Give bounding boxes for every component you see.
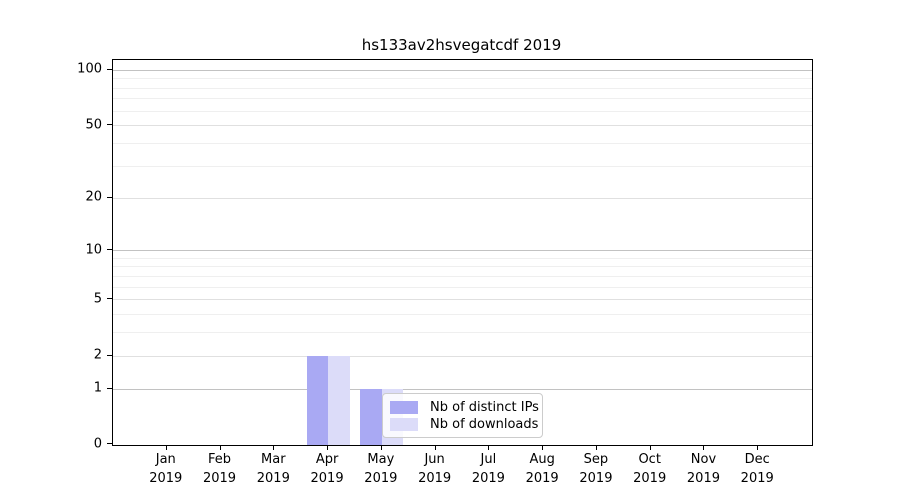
x-tick-jan (165, 445, 167, 450)
legend-item: Nb of distinct IPs (390, 399, 539, 416)
minor-gridline-80 (113, 87, 812, 89)
y-tick-label-0: 0 (93, 436, 102, 451)
bar-nb-of-distinct-ips-apr (306, 355, 329, 445)
x-tick-label-jun: Jun 2019 (405, 450, 465, 488)
mid-gridline-5 (113, 299, 812, 301)
legend-item-label: Nb of distinct IPs (430, 400, 539, 415)
minor-gridline-7 (113, 275, 812, 277)
bar-nb-of-distinct-ips-may (360, 388, 382, 445)
x-tick-label-jul: Jul 2019 (458, 450, 518, 488)
mid-gridline-50 (113, 125, 812, 127)
y-tick-label-10: 10 (85, 242, 102, 258)
x-tick-label-jan: Jan 2019 (136, 450, 196, 488)
y-tick-label-1: 1 (93, 380, 102, 396)
y-tick-label-20: 20 (85, 189, 102, 205)
minor-gridline-70 (113, 98, 812, 100)
y-tick-label-100: 100 (77, 61, 102, 77)
month-label: Oct (638, 452, 661, 467)
x-tick-aug (542, 445, 544, 450)
x-tick-mar (273, 445, 275, 450)
x-tick-sep (595, 445, 597, 450)
x-tick-nov (703, 445, 705, 450)
x-tick-label-apr: Apr 2019 (297, 450, 357, 488)
major-gridline-10 (113, 250, 812, 252)
x-tick-label-dec: Dec 2019 (727, 450, 787, 488)
y-tick-label-5: 5 (93, 291, 102, 307)
x-tick-jun (434, 445, 436, 450)
month-label: Feb (208, 452, 232, 467)
x-tick-label-nov: Nov 2019 (673, 450, 733, 488)
y-tick-1 (107, 387, 112, 389)
major-gridline-100 (113, 69, 812, 71)
month-label: Aug (529, 452, 555, 467)
y-tick-2 (107, 354, 112, 356)
year-label: 2019 (364, 471, 398, 486)
minor-gridline-60 (113, 110, 812, 112)
year-label: 2019 (202, 471, 237, 486)
y-tick-0 (107, 443, 112, 444)
year-label: 2019 (418, 471, 452, 486)
x-tick-apr (327, 445, 329, 450)
month-label: Sep (583, 452, 609, 467)
mid-gridline-2 (113, 355, 812, 357)
major-gridline-1 (113, 388, 812, 390)
legend-item: Nb of downloads (390, 416, 538, 433)
year-label: 2019 (310, 471, 344, 486)
bar-nb-of-downloads-apr (328, 355, 350, 445)
month-label: Jul (480, 452, 497, 467)
month-label: Nov (690, 452, 717, 467)
y-tick-50 (107, 124, 112, 126)
y-tick-label-2: 2 (93, 347, 102, 363)
month-label: May (367, 452, 395, 467)
year-label: 2019 (471, 471, 505, 486)
year-label: 2019 (686, 471, 720, 486)
y-tick-20 (107, 196, 112, 198)
month-label: Jan (155, 452, 176, 467)
x-tick-label-may: May 2019 (351, 450, 411, 488)
minor-gridline-6 (113, 286, 812, 288)
x-tick-dec (757, 445, 759, 450)
x-tick-feb (219, 445, 221, 450)
plot-area (112, 59, 813, 446)
year-label: 2019 (149, 471, 183, 486)
year-label: 2019 (740, 471, 774, 486)
month-label: Apr (315, 452, 339, 467)
gridlines-layer (113, 60, 812, 445)
mid-gridline-20 (113, 197, 812, 199)
legend-item-label: Nb of downloads (430, 417, 539, 432)
year-label: 2019 (633, 471, 667, 486)
x-tick-oct (649, 445, 651, 450)
month-label: Dec (744, 452, 770, 467)
minor-gridline-90 (113, 78, 812, 80)
year-label: 2019 (256, 471, 290, 486)
year-label: 2019 (579, 471, 613, 486)
y-tick-100 (107, 68, 112, 70)
bars-layer (113, 60, 812, 445)
minor-gridline-30 (113, 165, 812, 167)
y-tick-5 (107, 298, 112, 300)
legend: Nb of distinct IPs Nb of downloads (382, 393, 543, 438)
minor-gridline-4 (113, 314, 812, 316)
x-tick-jul (488, 445, 490, 450)
legend-swatch-icon (390, 401, 418, 414)
x-tick-label-oct: Oct 2019 (620, 450, 680, 488)
x-tick-label-sep: Sep 2019 (566, 450, 626, 488)
minor-gridline-3 (113, 332, 812, 334)
x-tick-label-feb: Feb 2019 (190, 450, 250, 488)
minor-gridline-40 (113, 143, 812, 145)
chart-title: hs133av2hsvegatcdf 2019 (361, 36, 562, 54)
minor-gridline-9 (113, 257, 812, 259)
month-label: Jun (424, 452, 445, 467)
x-tick-may (380, 445, 382, 450)
year-label: 2019 (525, 471, 559, 486)
y-tick-10 (107, 249, 112, 251)
month-label: Mar (261, 452, 286, 467)
y-tick-label-50: 50 (85, 117, 102, 133)
x-tick-label-aug: Aug 2019 (512, 450, 572, 488)
minor-gridline-8 (113, 266, 812, 268)
legend-swatch-icon (390, 418, 418, 431)
x-tick-label-mar: Mar 2019 (243, 450, 303, 488)
